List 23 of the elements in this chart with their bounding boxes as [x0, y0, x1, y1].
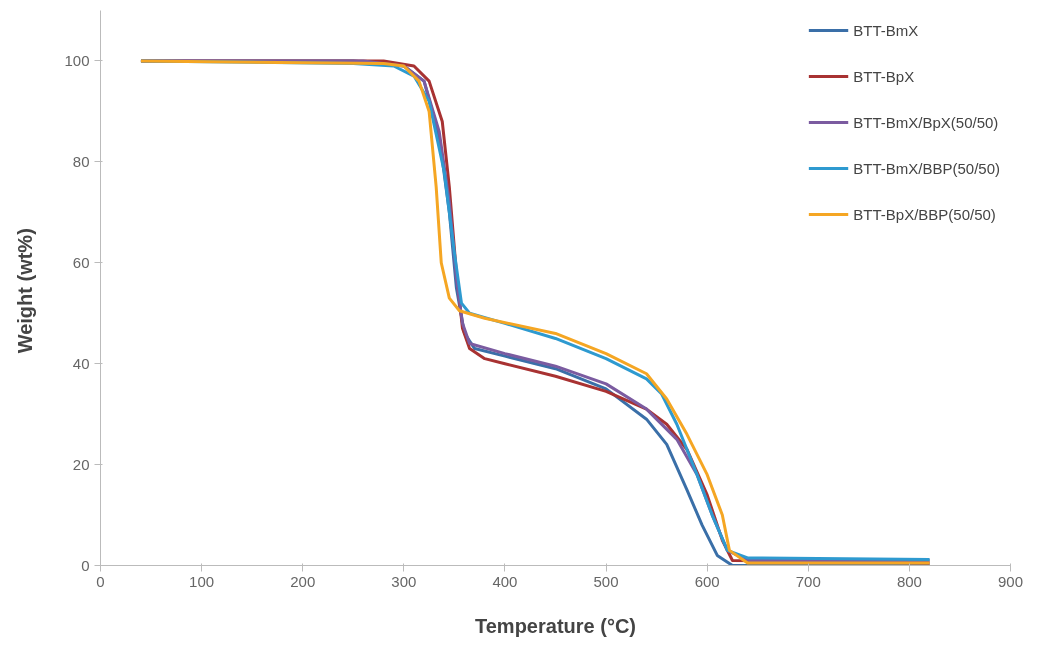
x-tick-label: 900	[997, 572, 1024, 590]
legend-label: BTT-BpX/BBP(50/50)	[853, 205, 996, 223]
x-tick-label: 0	[96, 572, 105, 590]
y-tick-label: 100	[64, 51, 90, 69]
legend-label: BTT-BpX	[853, 67, 915, 85]
x-tick-label: 400	[492, 572, 518, 590]
x-axis-title: Temperature (°C)	[475, 614, 637, 637]
x-tick-label: 800	[896, 572, 922, 590]
y-tick-label: 80	[72, 152, 90, 170]
legend-label: BTT-BmX/BBP(50/50)	[853, 159, 1000, 177]
legend-label: BTT-BmX/BpX(50/50)	[853, 113, 999, 131]
y-axis-title: Weight (wt%)	[14, 228, 37, 354]
y-tick-label: 0	[81, 556, 90, 574]
x-tick-label: 600	[694, 572, 720, 590]
x-tick-label: 700	[795, 572, 821, 590]
x-tick-label: 300	[391, 572, 417, 590]
y-tick-label: 20	[72, 455, 90, 473]
y-tick-label: 60	[72, 253, 90, 271]
legend-label: BTT-BmX	[853, 21, 919, 39]
y-tick-label: 40	[72, 354, 90, 372]
x-tick-label: 200	[290, 572, 316, 590]
x-tick-label: 100	[189, 572, 215, 590]
x-tick-label: 500	[593, 572, 619, 590]
